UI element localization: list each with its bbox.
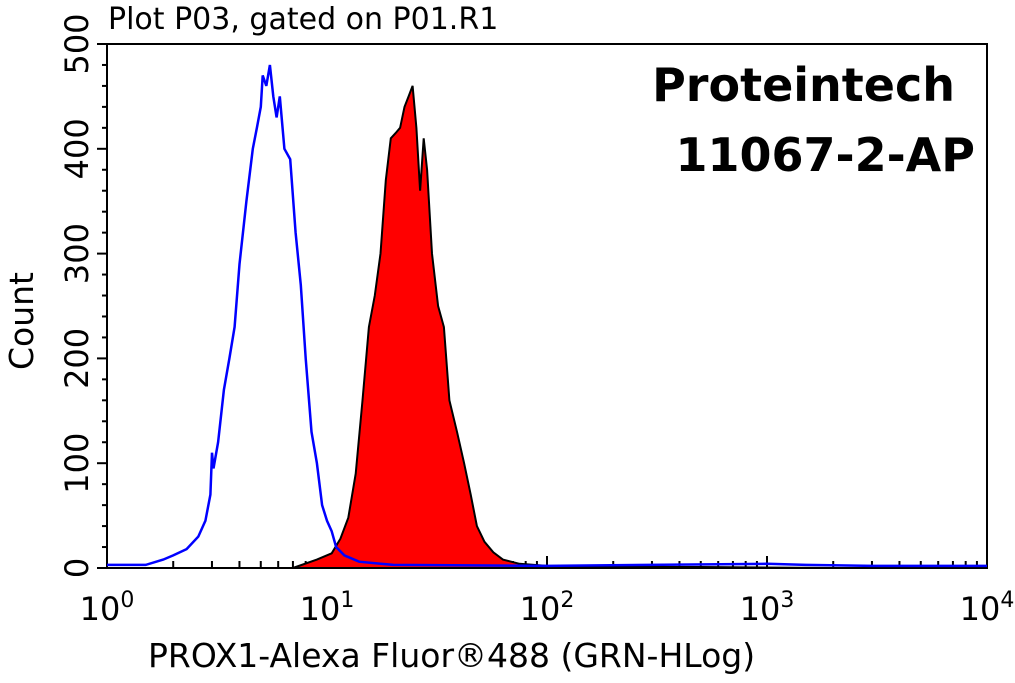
x-tick-label: 104: [960, 588, 1015, 628]
y-tick-label: 500: [58, 13, 96, 74]
brand-annotation: Proteintech: [652, 58, 955, 112]
control-histogram: [107, 64, 987, 568]
axis-ticks: [97, 43, 988, 569]
y-tick-label: 0: [58, 558, 96, 578]
histogram-curves: [107, 64, 987, 569]
y-tick-label: 100: [58, 433, 96, 494]
y-tick-label: 200: [58, 328, 96, 389]
y-tick-label: 300: [58, 223, 96, 284]
plot-frame: [106, 43, 988, 569]
y-axis-label: Count: [2, 271, 41, 370]
catalog-annotation: 11067-2-AP: [675, 128, 975, 182]
x-axis-label: PROX1-Alexa Fluor®488 (GRN-HLog): [148, 636, 756, 675]
x-tick-label: 103: [740, 588, 795, 628]
tick-labels: 100 101 102 103 104 0 100 200 300 400 500: [58, 13, 1014, 628]
stained-sample-histogram: [292, 85, 987, 569]
x-tick-label: 101: [300, 588, 355, 628]
y-tick-label: 400: [58, 118, 96, 179]
x-tick-label: 102: [520, 588, 575, 628]
chart-title: Plot P03, gated on P01.R1: [108, 2, 499, 37]
x-tick-label: 100: [80, 588, 135, 628]
